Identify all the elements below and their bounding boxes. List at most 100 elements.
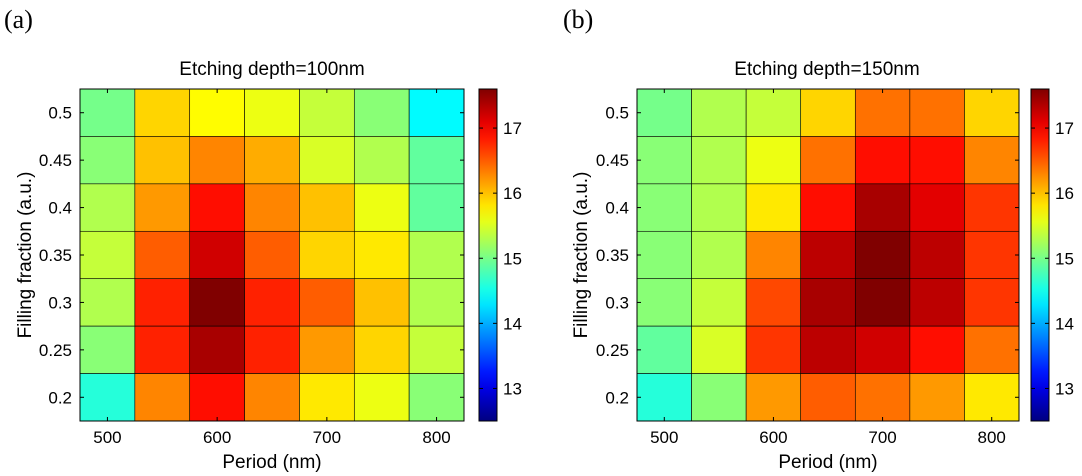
heatmap-cell	[408, 230, 465, 280]
heatmap-cell	[745, 136, 802, 185]
heatmap-cell	[909, 278, 965, 327]
heatmap-cell	[299, 183, 355, 232]
heatmap-cell	[854, 136, 911, 185]
heatmap-cell	[353, 230, 410, 280]
y-ticks-a: 0.5 0.45 0.4 0.35 0.3 0.25 0.2	[39, 104, 464, 407]
y-tick-label: 0.2	[605, 388, 629, 407]
heatmap-cell	[854, 325, 911, 374]
heatmap-cell	[636, 183, 692, 232]
heatmap-cell	[854, 88, 911, 137]
heatmap-panel-b: (b) Etching depth=150nm 500 600 700 800 0.5…	[563, 5, 1074, 473]
heatmap-cell	[353, 278, 410, 327]
x-ticks-a: 500 600 700 800	[93, 89, 451, 447]
colorbar-b	[1030, 88, 1050, 422]
y-tick-label: 0.45	[596, 151, 629, 170]
heatmap-cell	[691, 230, 747, 280]
colorbar-tick-label: 16	[1055, 184, 1074, 203]
x-axis-label-a: Period (nm)	[222, 452, 321, 473]
heatmap-cell	[189, 325, 245, 374]
heatmap-cell	[244, 88, 300, 137]
heatmap-cell	[79, 183, 136, 232]
heatmap-cell	[244, 278, 300, 327]
heatmap-cell	[745, 230, 802, 280]
heatmap-cell	[909, 373, 965, 422]
heatmap-cell	[408, 183, 465, 232]
heatmap-cell	[79, 373, 136, 422]
colorbar-a	[478, 88, 498, 422]
colorbar-tick-label: 13	[503, 379, 522, 398]
heatmap-cell	[353, 88, 410, 137]
heatmap-cell	[964, 136, 1020, 185]
heatmap-cell	[800, 136, 856, 185]
heatmap-cell	[408, 88, 465, 137]
heatmap-cell	[189, 230, 245, 280]
heatmap-cell	[691, 136, 747, 185]
chart-title-a: Etching depth=100nm	[179, 59, 364, 80]
colorbar-ticks-b: 13 14 15 16 17	[1031, 119, 1074, 398]
heatmap-cell	[691, 278, 747, 327]
y-tick-label: 0.5	[48, 104, 72, 123]
heatmap-cell	[244, 183, 300, 232]
colorbar-tick-label: 17	[503, 119, 522, 138]
heatmap-cell	[964, 325, 1020, 374]
heatmap-cell	[691, 325, 747, 374]
heatmap-cell	[79, 88, 136, 137]
x-tick-label: 700	[868, 428, 896, 447]
y-tick-label: 0.45	[39, 151, 72, 170]
heatmap-cell	[299, 373, 355, 422]
heatmap-cell	[353, 325, 410, 374]
x-tick-label: 800	[978, 428, 1006, 447]
heatmap-cell	[964, 373, 1020, 422]
heatmap-cell	[299, 88, 355, 137]
colorbar-ticks-a: 13 14 15 16 17	[479, 119, 522, 398]
heatmap-cell	[244, 373, 300, 422]
heatmap-cell	[745, 183, 802, 232]
heatmap-cell	[244, 325, 300, 374]
heatmap-cell	[745, 88, 802, 137]
heatmap-cell	[299, 230, 355, 280]
x-tick-label: 800	[422, 428, 450, 447]
heatmap-cell	[636, 136, 692, 185]
heatmap-cell	[189, 183, 245, 232]
heatmap-cell	[800, 183, 856, 232]
heatmap-cell	[909, 136, 965, 185]
heatmap-cell	[134, 278, 191, 327]
heatmap-cell	[800, 278, 856, 327]
colorbar-tick-label: 14	[503, 314, 522, 333]
heatmap-cell	[745, 373, 802, 422]
heatmap-cell	[800, 88, 856, 137]
y-tick-label: 0.5	[605, 104, 629, 123]
heatmap-cell	[636, 88, 692, 137]
heatmap-cell	[189, 278, 245, 327]
x-tick-label: 500	[650, 428, 678, 447]
heatmap-cell	[854, 230, 911, 280]
heatmap-cell	[79, 325, 136, 374]
heatmap-cell	[691, 373, 747, 422]
heatmap-cell	[79, 230, 136, 280]
x-axis-label-b: Period (nm)	[778, 452, 877, 473]
heatmap-cell	[353, 183, 410, 232]
heatmap-cell	[636, 325, 692, 374]
heatmap-cell	[964, 278, 1020, 327]
y-ticks-b: 0.5 0.45 0.4 0.35 0.3 0.25 0.2	[596, 104, 1019, 407]
heatmap-cell	[189, 373, 245, 422]
x-tick-label: 600	[759, 428, 787, 447]
colorbar-tick-label: 13	[1055, 379, 1074, 398]
heatmap-cell	[854, 278, 911, 327]
panel-label-b: (b)	[563, 5, 593, 34]
colorbar-tick-label: 14	[1055, 314, 1074, 333]
heatmap-cell	[134, 136, 191, 185]
heatmap-cell	[745, 278, 802, 327]
heatmap-cell	[909, 88, 965, 137]
chart-title-b: Etching depth=150nm	[734, 59, 919, 80]
heatmap-cell	[408, 373, 465, 422]
heatmap-cell	[299, 325, 355, 374]
heatmap-cell	[964, 183, 1020, 232]
heatmap-cell	[909, 183, 965, 232]
heatmap-cell	[800, 230, 856, 280]
heatmap-cell	[353, 136, 410, 185]
y-tick-label: 0.2	[48, 388, 72, 407]
heatmap-cell	[134, 88, 191, 137]
x-tick-label: 600	[203, 428, 231, 447]
